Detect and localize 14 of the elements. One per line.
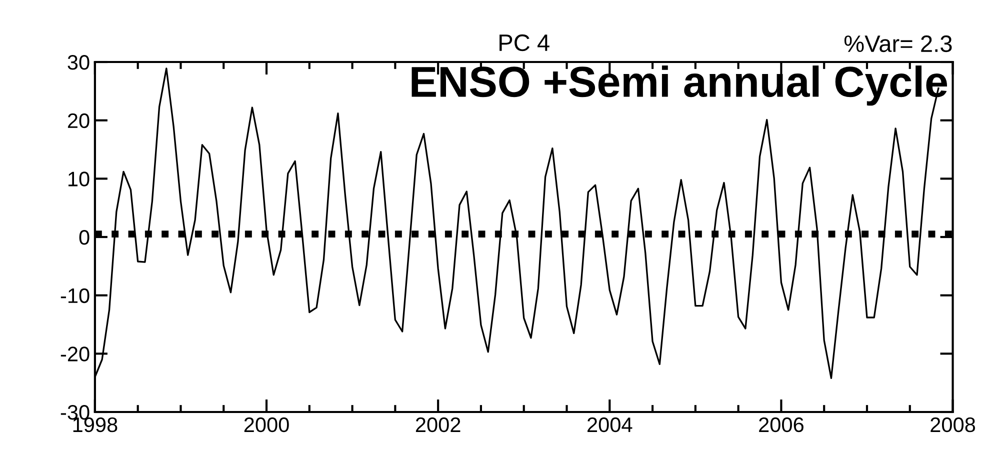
- x-tick-label: 2000: [244, 417, 289, 432]
- x-tick-label: 2006: [759, 417, 804, 432]
- text: %Var= 2.3: [844, 35, 952, 52]
- annotation: ENSO +Semi annual Cycle: [412, 66, 948, 106]
- y-tick-label: 0: [79, 230, 90, 245]
- y-tick-label: 20: [68, 113, 90, 128]
- chart-title: PC 4: [500, 34, 550, 52]
- y-tick-label: -20: [60, 346, 90, 362]
- y-tick-label: -10: [60, 288, 90, 304]
- x-tick-label: 2004: [588, 417, 632, 432]
- x-tick-label: 2008: [930, 417, 976, 432]
- y-tick-label: 30: [68, 55, 90, 70]
- x-tick-label: 2002: [416, 417, 460, 432]
- y-tick-label: 10: [68, 172, 90, 186]
